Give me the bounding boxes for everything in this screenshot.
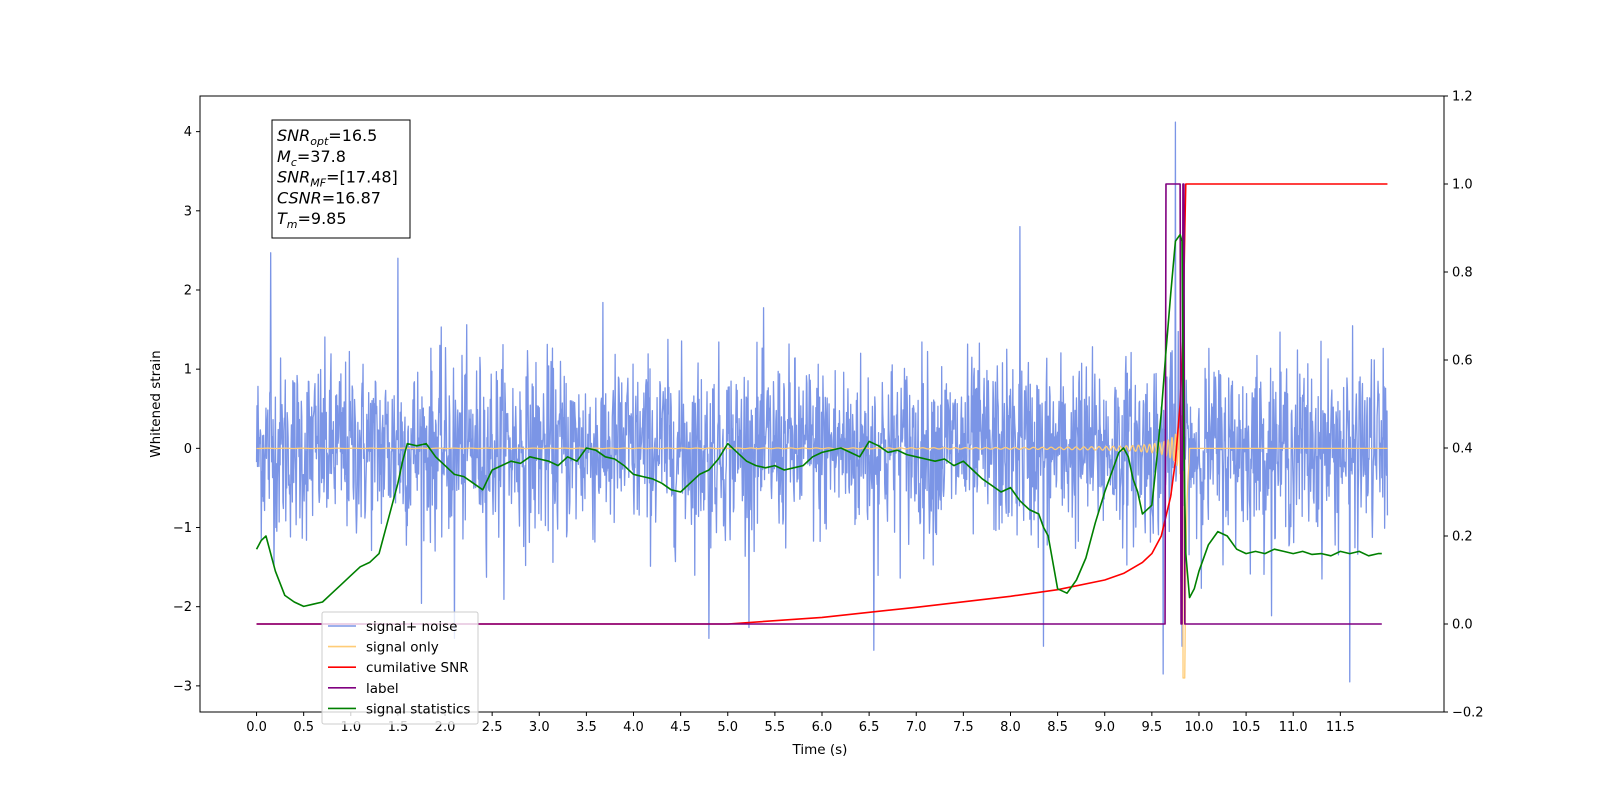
legend-frame <box>321 611 479 725</box>
y-axis-label: Whitened strain <box>148 350 164 457</box>
y-tick-label-left: −1 <box>173 521 192 536</box>
annotation-frame <box>271 119 411 239</box>
legend-label: signal statistics <box>366 701 470 717</box>
x-tick-label: 5.5 <box>765 720 786 735</box>
series-line-signal-statistics <box>255 233 1382 608</box>
y-tick-label-left: 1 <box>184 363 192 378</box>
annotation-line: Tm=9.85 <box>277 209 347 231</box>
series-layer <box>255 121 1389 683</box>
y-tick-label-left: −3 <box>173 679 192 694</box>
x-tick-label: 5.0 <box>717 720 738 735</box>
x-tick-label: 2.5 <box>482 720 503 735</box>
y-tick-label-right: 0.4 <box>1452 442 1473 457</box>
x-tick-label: 3.5 <box>576 720 597 735</box>
x-tick-label: 7.0 <box>906 720 927 735</box>
y-tick-label-right: 0.6 <box>1452 354 1473 369</box>
x-axis-label: Time (s) <box>792 742 848 758</box>
y-tick-label-right: 1.2 <box>1452 90 1473 105</box>
annotation-line: Mc=37.8 <box>277 147 346 169</box>
x-tick-label: 8.5 <box>1047 720 1068 735</box>
annotation-line: SNRMF=[17.48] <box>277 168 398 190</box>
y-tick-label-right: 0.8 <box>1452 266 1473 281</box>
legend-label: signal+ noise <box>366 619 457 635</box>
y-tick-label-right: 0.2 <box>1452 530 1473 545</box>
y-tick-label-right: 1.0 <box>1452 178 1473 193</box>
x-tick-label: 4.5 <box>670 720 691 735</box>
y-axis-left: −3 −2 −1 0 1 2 3 4 <box>173 125 200 694</box>
x-tick-label: 6.5 <box>859 720 880 735</box>
x-tick-label: 11.5 <box>1326 720 1355 735</box>
legend-label: signal only <box>366 640 439 656</box>
x-tick-label: 10.5 <box>1232 720 1261 735</box>
annotation-box: SNRopt=16.5Mc=37.8SNRMF=[17.48]CSNR=16.8… <box>271 119 411 239</box>
legend-label: label <box>366 681 399 697</box>
series-line-signal-noise <box>255 121 1389 683</box>
x-axis: 0.0 0.5 1.0 1.5 2.0 2.5 3.0 3.5 4.0 4.5 5.0 5.5 6.0 6… <box>246 712 1355 735</box>
series-line-cumilative-snr <box>256 183 1388 625</box>
x-tick-label: 9.0 <box>1094 720 1115 735</box>
x-tick-label: 0.0 <box>246 720 267 735</box>
y-tick-label-left: 0 <box>184 442 192 457</box>
y-tick-label-left: −2 <box>173 600 192 615</box>
y-axis-right: −0.2 0.0 0.2 0.4 0.6 0.8 1.0 1.2 <box>1444 90 1484 721</box>
x-tick-label: 10.0 <box>1184 720 1213 735</box>
x-tick-label: 3.0 <box>529 720 550 735</box>
annotation-line: SNRopt=16.5 <box>277 126 377 148</box>
series-line-label <box>256 183 1382 625</box>
x-tick-label: 6.0 <box>812 720 833 735</box>
legend: signal+ noise signal only cumilative SNR la… <box>321 611 479 725</box>
annotation-line: CSNR=16.87 <box>277 188 381 207</box>
x-tick-label: 7.5 <box>953 720 974 735</box>
x-tick-label: 11.0 <box>1279 720 1308 735</box>
x-tick-label: 8.0 <box>1000 720 1021 735</box>
y-tick-label-left: 4 <box>184 125 192 140</box>
x-tick-label: 0.5 <box>293 720 314 735</box>
x-tick-label: 9.5 <box>1142 720 1163 735</box>
y-tick-label-right: −0.2 <box>1452 706 1484 721</box>
y-tick-label-right: 0.0 <box>1452 618 1473 633</box>
y-tick-label-left: 3 <box>184 204 192 219</box>
y-tick-label-left: 2 <box>184 283 192 298</box>
x-tick-label: 4.0 <box>623 720 644 735</box>
series-line-signal-only <box>256 415 1388 679</box>
legend-label: cumilative SNR <box>366 660 469 676</box>
